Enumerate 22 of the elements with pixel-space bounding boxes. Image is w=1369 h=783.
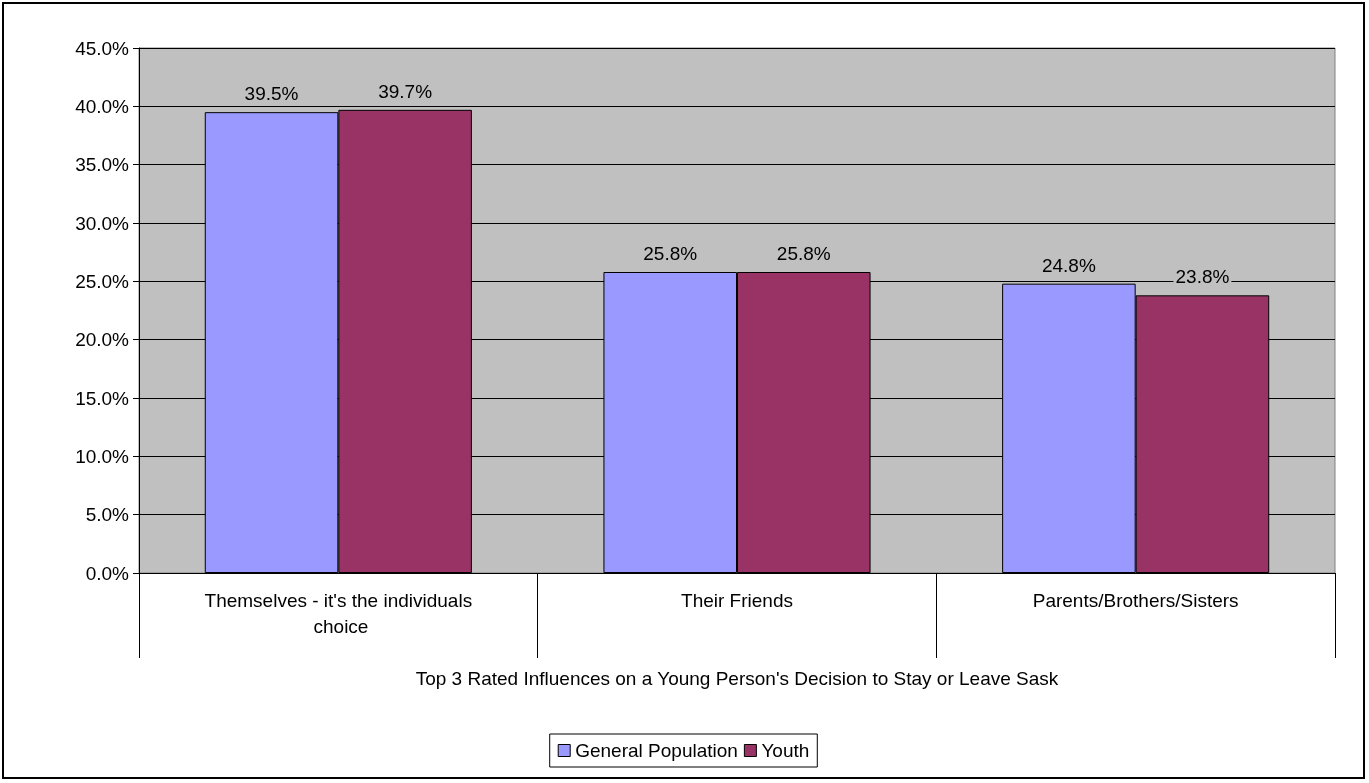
x-tick-label: Parents/Brothers/Sisters [1032, 589, 1239, 611]
data-label: 24.8% [1041, 254, 1096, 276]
y-tick-label: 30.0% [75, 212, 130, 234]
data-label: 25.8% [643, 243, 698, 264]
data-label: 39.7% [378, 80, 433, 102]
y-tick-label: 0.0% [85, 562, 130, 584]
data-label: 39.5% [244, 83, 299, 105]
legend-label: Youth [761, 740, 810, 761]
y-tick-label: 40.0% [75, 95, 130, 117]
y-tick-label: 25.0% [75, 270, 130, 292]
y-tick-label: 5.0% [85, 504, 130, 526]
legend-label: General Population [575, 740, 738, 761]
data-label: 25.8% [776, 243, 831, 264]
y-tick-label: 15.0% [75, 387, 130, 409]
y-tick-label: 10.0% [75, 445, 130, 467]
y-tick-label: 45.0% [75, 37, 130, 59]
x-tick-label: Themselves - it's the individuals choice [204, 589, 473, 637]
y-tick-label: 20.0% [75, 329, 130, 351]
x-axis-title: Top 3 Rated Influences on a Young Person's Decision to Stay or Leave Sask [415, 668, 1059, 689]
x-tick-label: Their Friends [681, 589, 793, 611]
data-label: 23.8% [1175, 266, 1230, 288]
y-tick-label: 35.0% [75, 154, 130, 176]
